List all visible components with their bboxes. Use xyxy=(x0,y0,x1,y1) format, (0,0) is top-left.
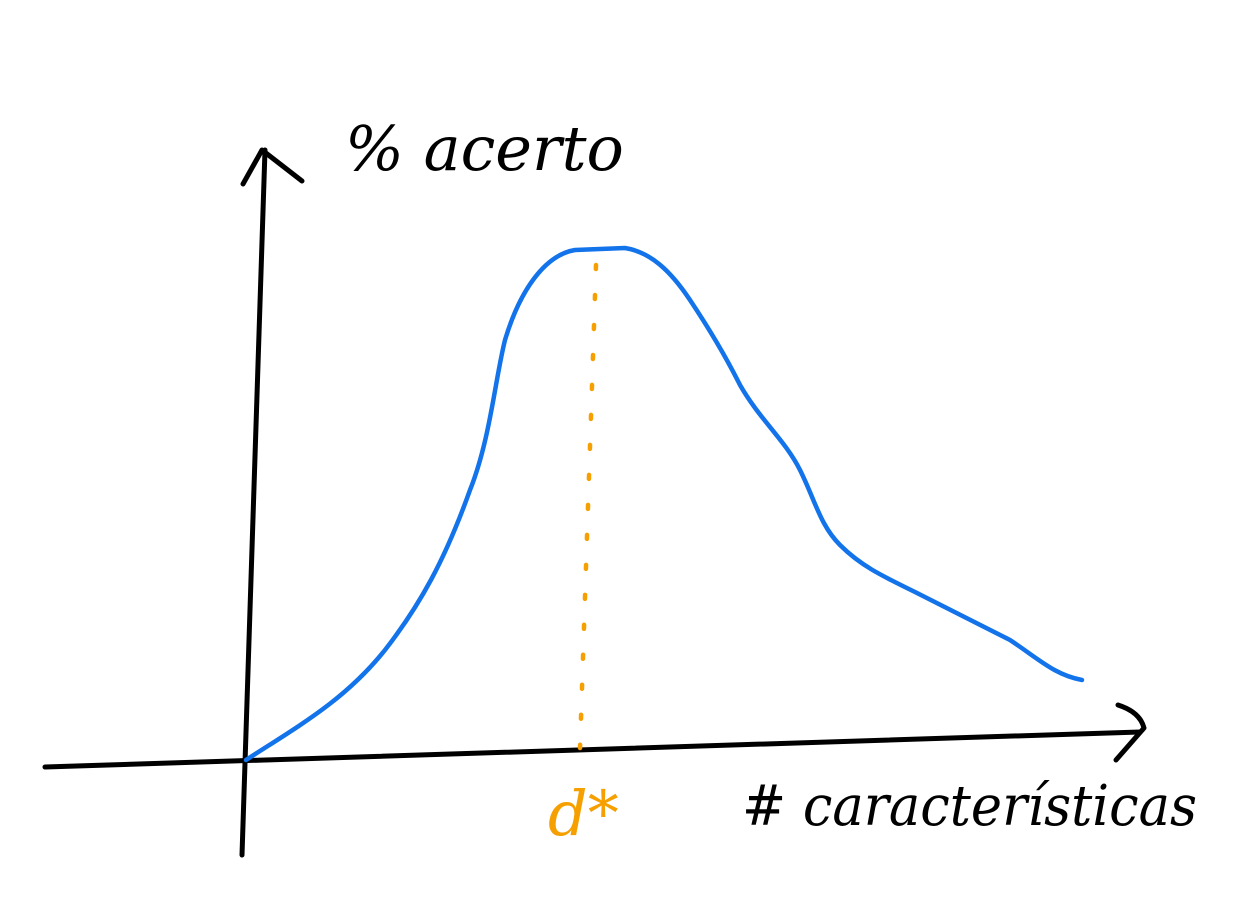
x-axis xyxy=(42,702,1147,770)
x-axis-arrowhead xyxy=(1113,702,1147,763)
accuracy-curve xyxy=(243,245,1085,763)
x-axis-label: # características xyxy=(742,774,1197,839)
optimum-label: d* xyxy=(548,777,619,850)
y-axis-line xyxy=(239,147,268,858)
optimum-guide-line xyxy=(577,262,599,751)
y-axis-label: % acerto xyxy=(345,112,624,185)
y-axis xyxy=(239,147,305,858)
y-axis-arrowhead xyxy=(240,147,305,187)
x-axis-line xyxy=(42,729,1143,770)
